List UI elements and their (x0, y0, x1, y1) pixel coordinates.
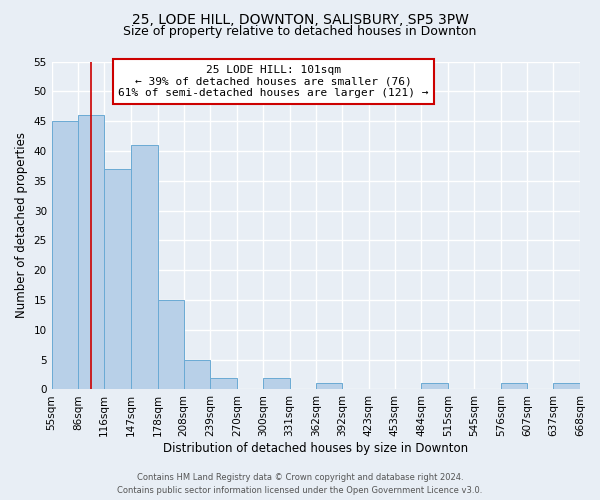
Bar (158, 300, 184, 390)
Bar (210, 378, 237, 390)
Text: 25, LODE HILL, DOWNTON, SALISBURY, SP5 3PW: 25, LODE HILL, DOWNTON, SALISBURY, SP5 3… (131, 12, 469, 26)
Bar (263, 378, 290, 390)
Text: Contains HM Land Registry data © Crown copyright and database right 2024.
Contai: Contains HM Land Registry data © Crown c… (118, 474, 482, 495)
Bar (553, 384, 580, 390)
Bar (421, 384, 448, 390)
Bar (79, 115, 104, 390)
Text: 25 LODE HILL: 101sqm
← 39% of detached houses are smaller (76)
61% of semi-detac: 25 LODE HILL: 101sqm ← 39% of detached h… (118, 65, 429, 98)
X-axis label: Distribution of detached houses by size in Downton: Distribution of detached houses by size … (163, 442, 469, 455)
Bar (104, 169, 131, 390)
Text: Size of property relative to detached houses in Downton: Size of property relative to detached ho… (124, 25, 476, 38)
Bar (131, 145, 158, 390)
Bar (184, 360, 210, 390)
Y-axis label: Number of detached properties: Number of detached properties (15, 132, 28, 318)
Bar (501, 384, 527, 390)
Bar (52, 121, 79, 390)
Bar (316, 384, 342, 390)
